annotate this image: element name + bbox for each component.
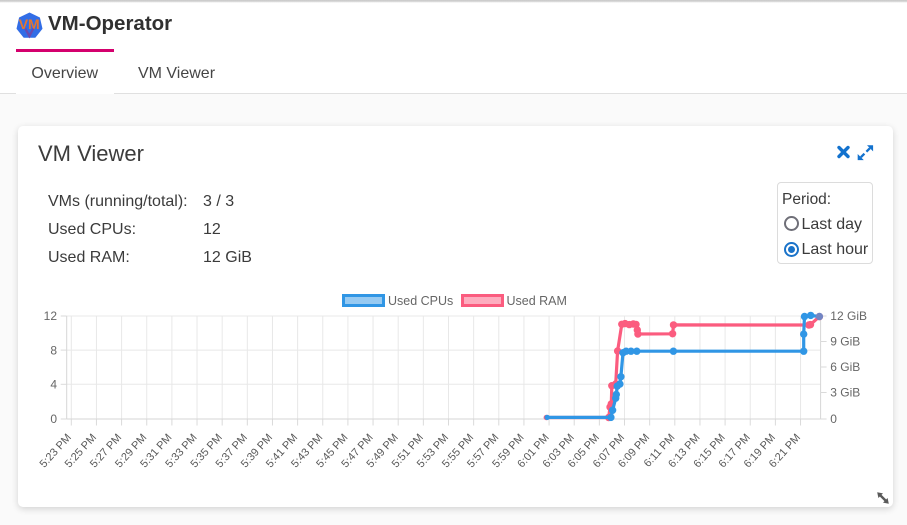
svg-text:VM: VM	[19, 16, 40, 32]
svg-text:6 GiB: 6 GiB	[830, 360, 860, 374]
svg-text:0: 0	[830, 412, 837, 426]
svg-text:9 GiB: 9 GiB	[830, 335, 860, 349]
svg-text:0: 0	[50, 412, 57, 426]
svg-text:3 GiB: 3 GiB	[830, 386, 860, 400]
svg-text:4: 4	[50, 378, 57, 392]
svg-text:12: 12	[44, 309, 58, 323]
svg-text:12 GiB: 12 GiB	[830, 309, 867, 323]
svg-text:8: 8	[50, 343, 57, 357]
